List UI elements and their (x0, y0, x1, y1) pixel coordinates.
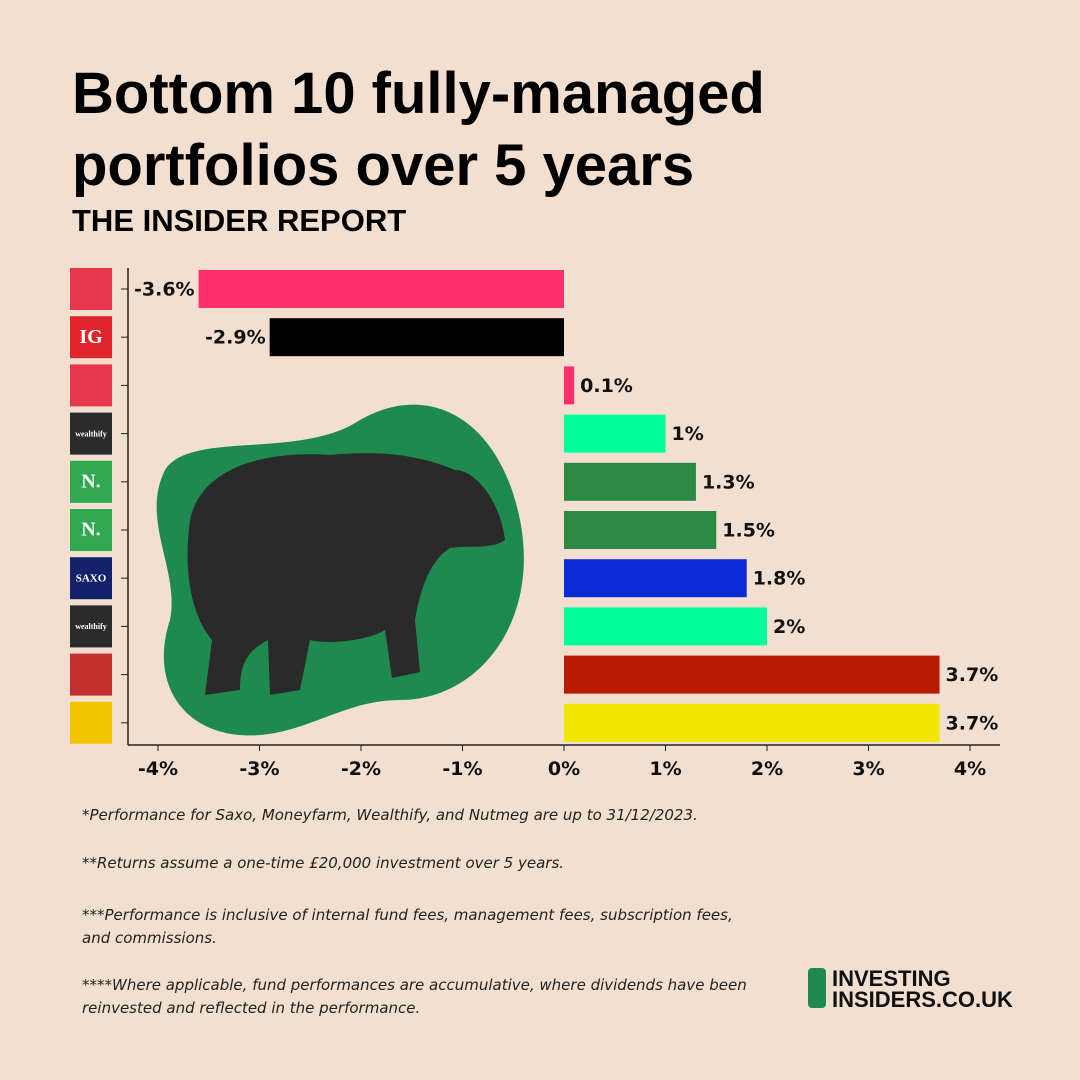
brand-icon (808, 968, 826, 1008)
value-label: -3.6% (134, 279, 195, 301)
bar (564, 655, 940, 694)
footnote: ***Performance is inclusive of internal … (82, 906, 733, 924)
bar (269, 318, 564, 357)
x-tick-label: 0% (548, 758, 580, 780)
x-tick-label: 3% (852, 758, 884, 780)
footnote: **Returns assume a one-time £20,000 inve… (82, 854, 564, 872)
bar (564, 511, 717, 549)
chart-subtitle: THE INSIDER REPORT (72, 203, 406, 238)
illustration (156, 404, 524, 736)
category-logo: wealthify (75, 429, 107, 438)
logo (70, 557, 112, 600)
category-logo: wealthify (75, 622, 107, 631)
plot: -4% -3% -2% -1% 0% 1% 2% 3% 4% -3.6% IG -2.9% 0.1% we… (70, 268, 1000, 780)
value-label: 1% (672, 423, 704, 445)
logo (70, 605, 112, 648)
logo (70, 316, 112, 359)
logo (70, 364, 112, 407)
chart-title: portfolios over 5 years (72, 133, 694, 198)
brand: INSIDERS.CO.UK (832, 987, 1013, 1012)
bar (564, 462, 696, 501)
value-label: 1.5% (722, 520, 775, 542)
bar (564, 414, 666, 453)
value-label: 3.7% (946, 664, 999, 686)
value-label: 1.8% (753, 568, 806, 590)
x-tick-label: -2% (341, 758, 381, 780)
logo (70, 653, 112, 696)
value-label: 2% (773, 616, 805, 638)
logo (70, 701, 112, 744)
footnote: reinvested and reflected in the performa… (82, 999, 420, 1017)
bar (564, 703, 940, 742)
x-tick-label: 2% (751, 758, 783, 780)
footnote: and commissions. (82, 929, 217, 947)
x-tick-label: -1% (442, 758, 482, 780)
x-tick-label: -4% (138, 758, 178, 780)
category-logo: SAXO (76, 573, 107, 585)
category-logo: IG (79, 326, 103, 348)
bar (198, 270, 564, 308)
value-label: -2.9% (205, 327, 266, 349)
value-label: 1.3% (702, 471, 755, 493)
bar (564, 366, 575, 405)
x-tick-label: -3% (239, 758, 279, 780)
logo (70, 268, 112, 310)
footnote: *Performance for Saxo, Moneyfarm, Wealth… (82, 806, 698, 824)
category-logo: N. (81, 519, 100, 541)
value-label: 0.1% (580, 375, 633, 397)
bar (564, 607, 767, 646)
chart-title: Bottom 10 fully-managed (72, 61, 765, 126)
bar (564, 559, 747, 598)
footnote: ****Where applicable, fund performances … (82, 976, 747, 994)
x-tick-label: 1% (649, 758, 681, 780)
category-logo: N. (81, 470, 100, 492)
logo (70, 412, 112, 455)
brand: INVESTING (832, 966, 951, 991)
logo (70, 460, 112, 503)
value-label: 3.7% (946, 712, 999, 734)
logo (70, 509, 112, 551)
x-tick-label: 4% (954, 758, 986, 780)
